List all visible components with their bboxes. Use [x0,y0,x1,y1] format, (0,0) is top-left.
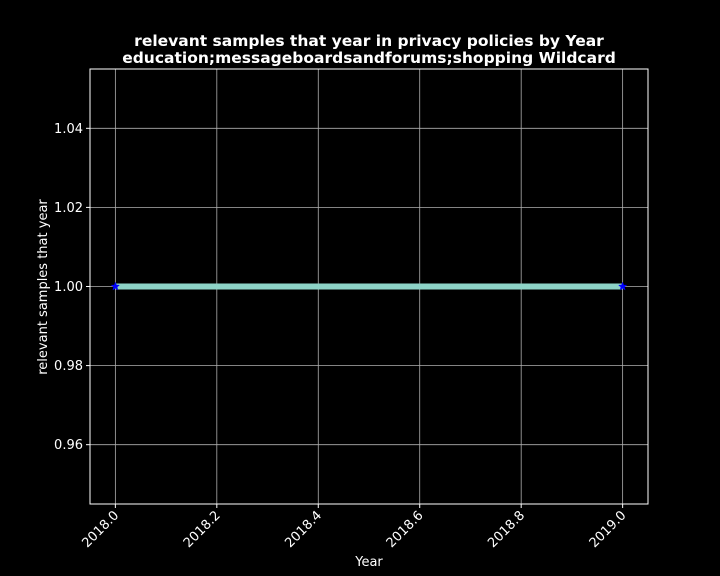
y-tick-label: 0.96 [54,438,83,453]
data-point-star-marker [617,281,628,291]
data-point-star-marker [110,281,121,291]
chart-title: relevant samples that year in privacy po… [134,32,604,50]
chart-subtitle: education;messageboardsandforums;shoppin… [122,49,616,67]
y-tick-label: 1.02 [54,201,83,216]
axes [86,68,649,508]
x-axis-label: Year [354,555,383,570]
series-group [110,281,628,291]
y-tick-label: 1.04 [54,122,83,137]
y-tick-label: 0.98 [54,359,83,374]
y-axis-label: relevant samples that year [36,199,51,375]
y-tick-label: 1.00 [54,280,83,295]
